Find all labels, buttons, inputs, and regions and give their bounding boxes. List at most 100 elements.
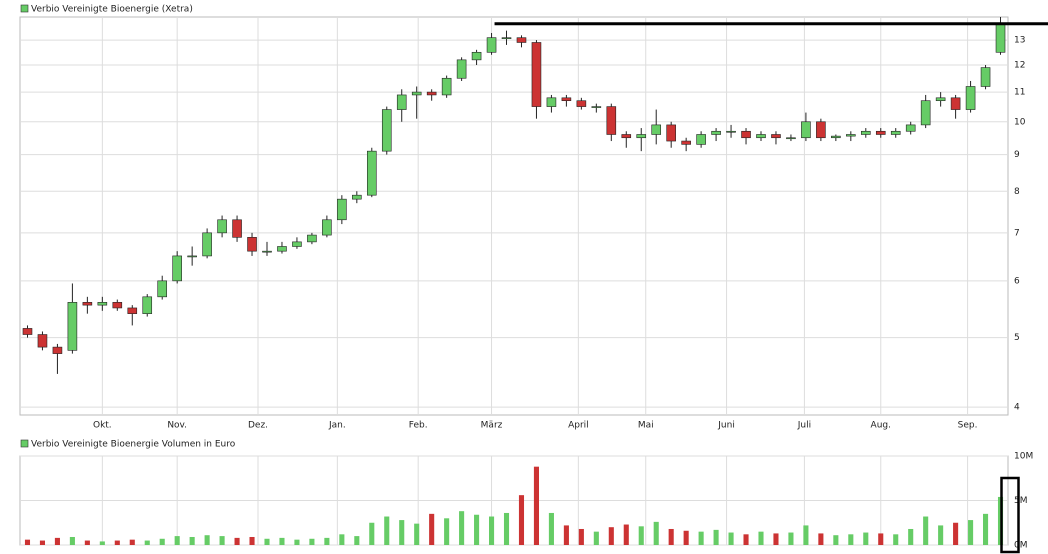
volume-bar — [444, 518, 450, 545]
candle-body — [935, 97, 946, 102]
volume-bar — [758, 531, 764, 545]
volume-bar — [249, 536, 255, 545]
candle-body — [726, 130, 736, 133]
candle-body — [771, 134, 781, 139]
volume-bar — [593, 531, 599, 545]
y-tick-label: 10 — [1014, 117, 1026, 127]
volume-bar — [908, 528, 914, 545]
volume-bar — [384, 516, 390, 545]
candle-body — [546, 97, 557, 107]
candle-body — [531, 42, 542, 107]
volume-title: Verbio Vereinigte Bioenergie Volumen in … — [31, 440, 236, 450]
candle-body — [561, 97, 572, 102]
candle-body — [486, 37, 497, 53]
volume-bar — [474, 514, 480, 545]
candle-body — [441, 77, 452, 96]
volume-bar — [623, 524, 629, 545]
x-tick-label: Nov. — [167, 421, 187, 431]
volume-bar — [953, 522, 959, 545]
candle-body — [292, 241, 302, 247]
volume-bar — [518, 495, 525, 545]
y-tick-label: 6 — [1014, 276, 1020, 286]
candle-body — [860, 130, 871, 135]
candle-body — [696, 134, 706, 145]
price-title: Verbio Vereinigte Bioenergie (Xetra) — [31, 5, 193, 15]
candle-body — [980, 67, 991, 87]
volume-bar — [683, 530, 689, 545]
candle-body — [67, 302, 78, 351]
candle-body — [277, 246, 287, 252]
volume-bar — [339, 534, 345, 545]
candle-body — [322, 219, 332, 236]
volume-bar — [39, 540, 45, 545]
volume-bar — [459, 511, 465, 545]
candle-body — [681, 140, 691, 145]
candle-body — [471, 51, 482, 61]
volume-bar — [923, 516, 929, 545]
y-tick-label: 7 — [1014, 228, 1020, 238]
candle-body — [127, 307, 138, 314]
x-tick-label: Juni — [717, 421, 735, 431]
candle-body — [142, 296, 153, 314]
candle-body — [217, 219, 227, 234]
volume-bar — [968, 520, 974, 545]
candle-body — [501, 37, 512, 39]
volume-bar — [309, 538, 315, 545]
candle-body — [516, 37, 527, 43]
candle-body — [352, 194, 362, 200]
candle-body — [666, 124, 676, 142]
legend-swatch — [20, 439, 29, 448]
candle-body — [112, 302, 123, 309]
volume-bar — [653, 521, 659, 545]
y-tick-label: 12 — [1014, 61, 1025, 71]
highlight-box — [1000, 476, 1020, 554]
candle-body — [756, 134, 766, 139]
y-tick-label: 8 — [1014, 187, 1020, 197]
candle-body — [232, 219, 242, 238]
candle-body — [337, 198, 347, 221]
volume-bar — [174, 536, 180, 545]
x-tick-label: Okt. — [93, 421, 112, 431]
candle-body — [920, 100, 931, 126]
volume-bar — [668, 528, 674, 545]
candle-body — [247, 237, 257, 252]
volume-bar — [114, 540, 120, 545]
candle-body — [262, 250, 272, 253]
volume-bar — [294, 539, 300, 545]
volume-bar — [788, 532, 794, 545]
volume-bar — [638, 526, 644, 545]
volume-bar — [219, 536, 225, 545]
volume-bar — [533, 466, 539, 545]
volume-bar — [99, 541, 105, 545]
volume-bar — [129, 539, 135, 545]
volume-bar — [713, 529, 719, 545]
candle-body — [37, 334, 48, 348]
y-tick-label: 0M — [1014, 541, 1028, 551]
y-tick-label: 5 — [1014, 333, 1020, 343]
x-tick-label: Feb. — [409, 421, 428, 431]
volume-bar — [578, 528, 584, 545]
candle-body — [621, 134, 632, 139]
volume-bar — [264, 538, 270, 545]
volume-bar — [24, 539, 31, 545]
volume-bar — [414, 523, 420, 545]
x-tick-label: Mai — [638, 421, 654, 431]
candle-body — [890, 130, 901, 135]
volume-bar — [489, 516, 495, 545]
candle-body — [831, 135, 841, 139]
volume-bar — [548, 512, 554, 545]
volume-bar — [369, 522, 375, 545]
volume-bar — [563, 525, 569, 545]
volume-bar — [863, 532, 869, 545]
candle-body — [636, 134, 647, 139]
y-tick-label: 4 — [1014, 403, 1020, 413]
x-tick-label: Jan. — [328, 421, 346, 431]
y-tick-label: 9 — [1014, 150, 1020, 160]
volume-bar — [938, 525, 944, 545]
price-frame — [19, 16, 1009, 416]
volume-bar — [399, 520, 405, 545]
candle-body — [786, 137, 796, 140]
candle-body — [591, 106, 602, 108]
